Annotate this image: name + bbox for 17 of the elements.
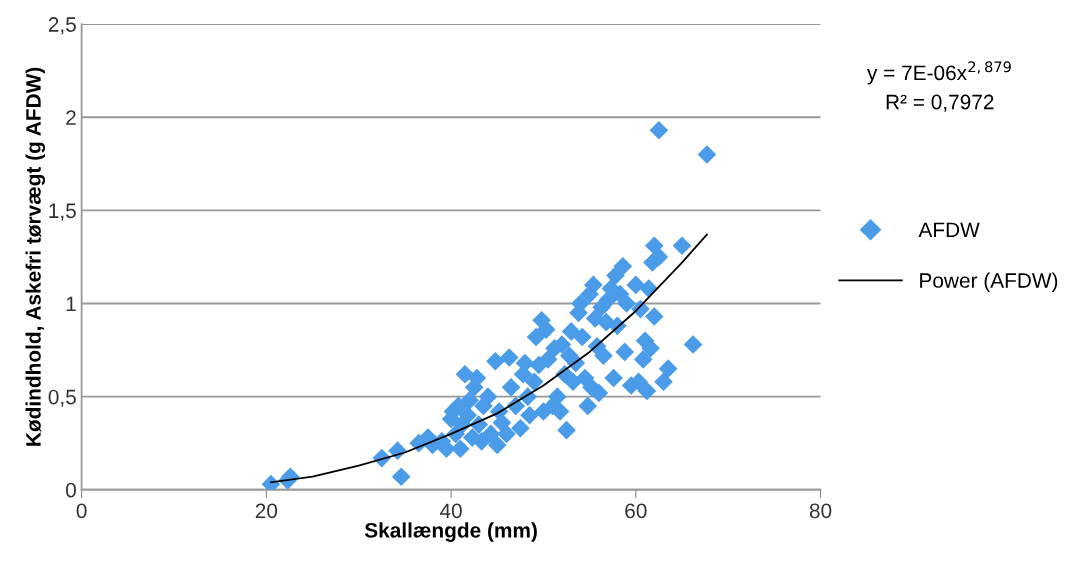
- text: R² = 0,7972: [886, 94, 994, 112]
- x-tick-label: 60: [625, 503, 647, 519]
- x-tick-label: 0: [76, 503, 87, 519]
- x-axis-title: Skallængde (mm): [364, 522, 537, 542]
- y-tick-label: 0: [65, 482, 76, 498]
- y-tick-label: 2: [66, 110, 76, 125]
- y-tick-label: 0,5: [48, 389, 76, 407]
- x-tick-label: 80: [809, 503, 832, 519]
- y-axis-title: Kødindhold, Askefri tørvægt (g AFDW): [25, 67, 46, 446]
- y-tick-label: 1: [66, 296, 76, 312]
- x-tick-label: 20: [255, 503, 278, 519]
- x-tick-label: 40: [439, 503, 462, 519]
- y-tick-label: 2,5: [48, 17, 76, 35]
- legend-label: AFDW: [918, 222, 980, 237]
- legend-label: Power (AFDW): [920, 272, 1058, 292]
- text: y = 7E-06x$^{2,879}$: [866, 61, 1011, 85]
- y-tick-label: 1,5: [49, 203, 76, 221]
